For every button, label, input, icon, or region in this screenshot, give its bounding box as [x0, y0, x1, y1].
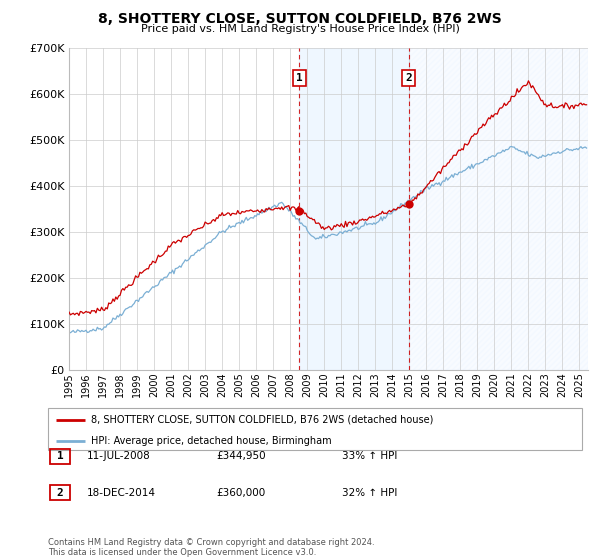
Text: HPI: Average price, detached house, Birmingham: HPI: Average price, detached house, Birm… [91, 436, 331, 446]
Text: Contains HM Land Registry data © Crown copyright and database right 2024.
This d: Contains HM Land Registry data © Crown c… [48, 538, 374, 557]
Bar [299, 48, 409, 370]
Text: £344,950: £344,950 [216, 451, 266, 461]
Text: 1: 1 [56, 451, 64, 461]
Text: 18-DEC-2014: 18-DEC-2014 [87, 488, 156, 498]
Bar [409, 48, 588, 370]
Text: £360,000: £360,000 [216, 488, 265, 498]
Text: Price paid vs. HM Land Registry's House Price Index (HPI): Price paid vs. HM Land Registry's House … [140, 24, 460, 34]
Text: 1: 1 [296, 73, 303, 83]
Text: 11-JUL-2008: 11-JUL-2008 [87, 451, 151, 461]
Text: 2: 2 [405, 73, 412, 83]
Text: 8, SHOTTERY CLOSE, SUTTON COLDFIELD, B76 2WS (detached house): 8, SHOTTERY CLOSE, SUTTON COLDFIELD, B76… [91, 414, 433, 424]
Text: 33% ↑ HPI: 33% ↑ HPI [342, 451, 397, 461]
Text: 32% ↑ HPI: 32% ↑ HPI [342, 488, 397, 498]
Text: 2: 2 [56, 488, 64, 498]
Text: 8, SHOTTERY CLOSE, SUTTON COLDFIELD, B76 2WS: 8, SHOTTERY CLOSE, SUTTON COLDFIELD, B76… [98, 12, 502, 26]
